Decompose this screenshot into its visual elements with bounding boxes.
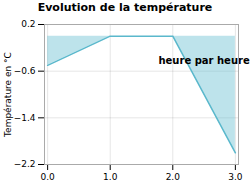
svg-text:0.0: 0.0 <box>40 172 55 182</box>
svg-text:−2.2: −2.2 <box>14 159 36 169</box>
svg-text:2.0: 2.0 <box>166 172 181 182</box>
svg-text:3.0: 3.0 <box>228 172 243 182</box>
svg-text:Température en °C: Température en °C <box>3 52 13 138</box>
svg-text:1.0: 1.0 <box>103 172 118 182</box>
svg-text:0.2: 0.2 <box>21 19 35 29</box>
svg-text:−1.4: −1.4 <box>14 113 36 123</box>
html-text:Evolution de la température: Evolution de la température <box>37 1 213 14</box>
svg-text:−0.6: −0.6 <box>14 66 36 76</box>
svg-text:heure par heure: heure par heure <box>158 55 249 66</box>
